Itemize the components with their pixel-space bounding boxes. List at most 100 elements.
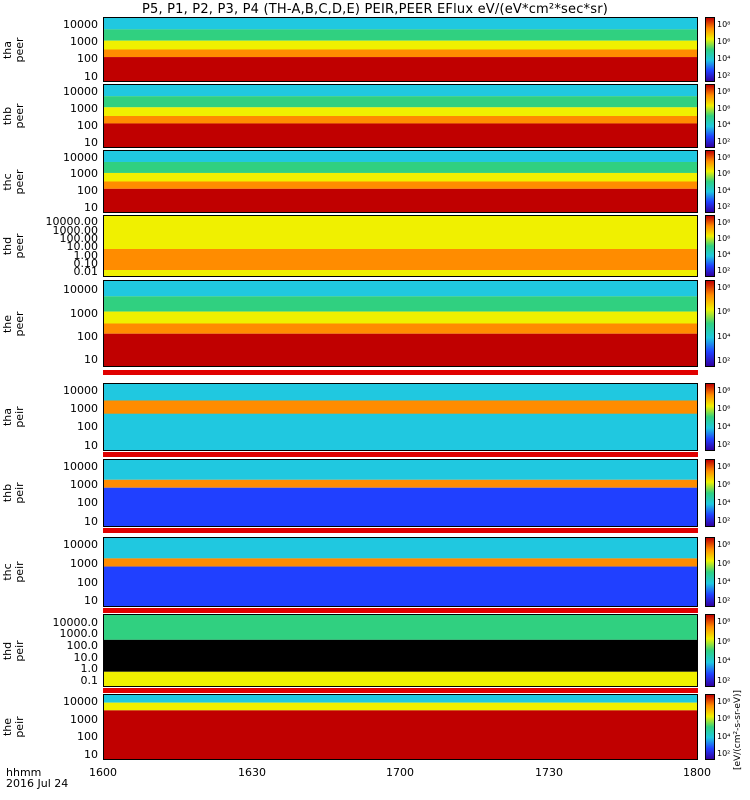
y-tick-label: 0.10 xyxy=(73,256,99,270)
colorbar-tick-label: 10⁶ xyxy=(717,169,731,179)
spectrogram-band xyxy=(104,107,697,116)
colorbar-tick-label: 10⁴ xyxy=(717,185,731,195)
y-tick-label: 1000 xyxy=(70,35,98,49)
panel-ylabel-text: thd peir xyxy=(1,639,26,662)
y-tick-label: 1.0 xyxy=(80,662,99,676)
spectrogram-band xyxy=(104,96,697,108)
colorbar-tick-label: 10² xyxy=(717,596,731,605)
x-axis-label-hhmm: hhmm xyxy=(6,766,42,779)
colorbar-tick-label: 10² xyxy=(717,137,731,146)
y-tick-label: 1000 xyxy=(70,557,98,571)
y-tick-label: 10 xyxy=(84,594,98,608)
colorbar-tick-label: 10⁶ xyxy=(717,714,731,724)
y-tick-label: 10000.00 xyxy=(45,215,99,229)
colorbar-tick-label: 10⁶ xyxy=(717,234,731,243)
spectrogram-svg xyxy=(104,695,697,759)
data-flag-bar xyxy=(103,688,698,693)
spectrogram-band xyxy=(104,296,697,312)
spectrogram-band xyxy=(104,116,697,124)
panel-ylabel-text: thd peer xyxy=(1,233,26,259)
colorbar-tick-label: 10⁴ xyxy=(717,498,731,507)
y-tick-label: 10.00 xyxy=(66,240,99,254)
colorbar-tick-label: 10⁸ xyxy=(717,540,731,549)
spectrogram-band xyxy=(104,558,697,567)
panel-ylabel: thd peir xyxy=(0,614,28,687)
data-flag-bar xyxy=(103,370,698,375)
spectrogram-thb_peir xyxy=(103,459,698,527)
y-tick-label: 100 xyxy=(77,730,98,744)
spectrogram-band xyxy=(104,460,697,480)
y-tick-label: 0.01 xyxy=(73,265,99,279)
spectrogram-svg xyxy=(104,85,697,147)
spectrogram-svg xyxy=(104,151,697,212)
spectrogram-thb_peer xyxy=(103,84,698,148)
colorbar xyxy=(705,280,715,367)
chart-title: P5, P1, P2, P3, P4 (TH-A,B,C,D,E) PEIR,P… xyxy=(141,2,609,17)
y-tick-label: 1.00 xyxy=(73,248,99,262)
colorbar-tick-label: 10⁸ xyxy=(717,283,731,292)
y-tick-label: 100.00 xyxy=(59,231,99,245)
colorbar-tick-label: 10⁶ xyxy=(717,37,731,46)
y-tick-label: 10.0 xyxy=(73,650,99,664)
colorbar-tick-label: 10⁴ xyxy=(717,656,731,666)
panel-ylabel: thb peer xyxy=(0,84,28,148)
y-tick-label: 1000.0 xyxy=(59,627,99,641)
panel-ylabel: the peir xyxy=(0,694,28,760)
colorbar xyxy=(705,383,715,451)
colorbar-tick-label: 10⁶ xyxy=(717,558,731,568)
spectrogram-band xyxy=(104,85,697,97)
colorbar-tick-label: 10⁸ xyxy=(717,386,731,395)
spectrogram-tha_peir xyxy=(103,383,698,451)
colorbar xyxy=(705,614,715,687)
colorbar-tick-label: 10⁴ xyxy=(717,250,731,259)
y-tick-label: 10 xyxy=(84,200,98,214)
spectrogram-thc_peer xyxy=(103,150,698,213)
spectrogram-band xyxy=(104,566,697,606)
panel-ylabel: thc peer xyxy=(0,150,28,213)
y-tick-label: 10000 xyxy=(63,538,98,552)
y-tick-label: 100 xyxy=(77,184,98,198)
colorbar-tick-label: 10⁴ xyxy=(717,120,731,130)
colorbar-tick-label: 10⁸ xyxy=(717,153,731,162)
colorbar-tick-label: 10⁶ xyxy=(717,480,731,489)
y-tick-label: 1000 xyxy=(70,478,98,492)
x-tick-label: 1730 xyxy=(535,766,563,779)
colorbar-tick-label: 10² xyxy=(717,676,731,685)
data-flag-bar xyxy=(103,528,698,533)
spectrogram-band xyxy=(104,57,697,81)
spectrogram-band xyxy=(104,400,697,414)
colorbar-tick-label: 10⁴ xyxy=(717,331,731,341)
panel-ylabel: thd peer xyxy=(0,215,28,277)
panel-ylabel-text: thc peir xyxy=(1,561,26,583)
y-tick-label: 10000 xyxy=(63,150,98,164)
y-tick-label: 10000 xyxy=(63,17,98,31)
y-tick-label: 100 xyxy=(77,575,98,589)
spectrogram-band xyxy=(104,123,697,147)
spectrogram-thd_peer xyxy=(103,215,698,277)
spectrogram-band xyxy=(104,671,697,686)
panel-ylabel-text: thb peir xyxy=(1,482,26,504)
x-tick-label: 1700 xyxy=(386,766,414,779)
colorbar-tick-label: 10⁴ xyxy=(717,577,731,587)
y-tick-label: 10000 xyxy=(63,460,98,474)
y-tick-label: 1000 xyxy=(70,101,98,115)
colorbar-tick-label: 10⁶ xyxy=(717,103,731,113)
spectrogram-the_peir xyxy=(103,694,698,760)
colorbar xyxy=(705,215,715,277)
panel-ylabel-text: the peer xyxy=(1,310,26,337)
colorbar-tick-label: 10² xyxy=(717,516,731,525)
x-tick-label: 1630 xyxy=(238,766,266,779)
spectrogram-thc_peir xyxy=(103,537,698,607)
colorbar-tick-label: 10⁸ xyxy=(717,462,731,471)
y-tick-label: 1000 xyxy=(70,712,98,726)
colorbar xyxy=(705,694,715,760)
y-tick-label: 100 xyxy=(77,420,98,434)
spectrogram-band xyxy=(104,639,697,672)
y-tick-label: 100 xyxy=(77,118,98,132)
y-tick-label: 10 xyxy=(84,353,98,367)
y-tick-label: 100 xyxy=(77,52,98,66)
y-tick-label: 1000 xyxy=(70,402,98,416)
spectrogram-svg xyxy=(104,460,697,526)
y-tick-label: 100.0 xyxy=(66,639,99,653)
y-tick-label: 10 xyxy=(84,69,98,83)
